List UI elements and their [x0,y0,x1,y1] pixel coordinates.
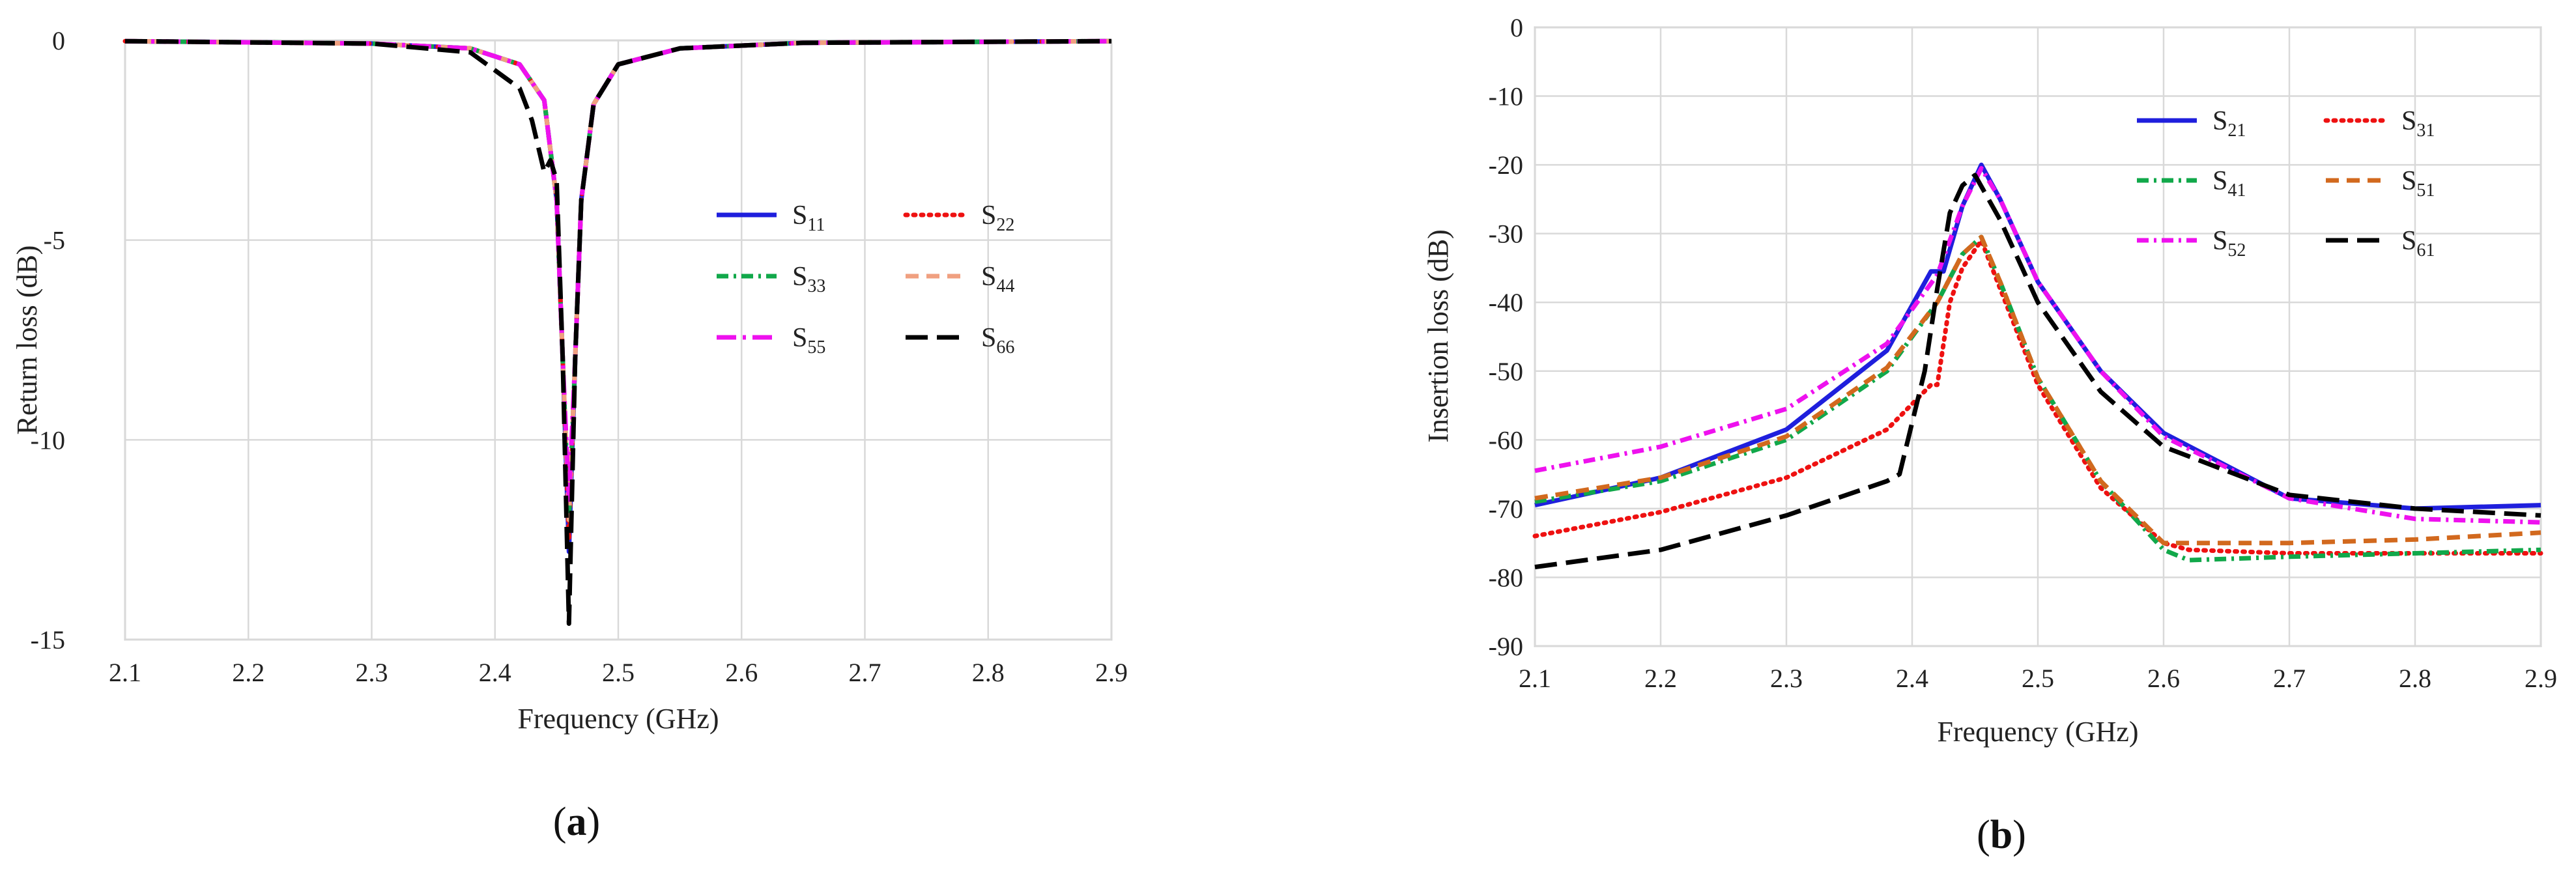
chart-a-ytick: -15 [31,625,65,655]
chart-b-legend-label: S61 [2401,226,2435,261]
chart-a-series-group [122,38,1114,626]
chart-b-ytick: -80 [1489,563,1523,592]
chart-b-xtick: 2.3 [1770,664,1803,693]
chart-b-ytick: 0 [1510,13,1523,42]
chart-b-legend-label: S31 [2401,106,2435,141]
chart-a-xtick: 2.9 [1095,658,1128,687]
chart-b: 0 -10 -20 -30 -40 -50 -60 -70 -80 -90 2.… [1420,0,2576,857]
chart-a-legend: S11 S22 S33 S44 S55 S66 [717,201,1014,358]
chart-a-ytick: -10 [31,425,65,455]
chart-a-series-line [124,38,1112,626]
chart-b-legend-item: S41 [2137,166,2246,201]
chart-a-xtick: 2.5 [602,658,635,687]
chart-a-legend-item: S11 [717,201,825,235]
chart-a-legend-label: S55 [792,323,825,358]
chart-b-xtick: 2.5 [2022,664,2054,693]
chart-a-xtick: 2.2 [232,658,265,687]
chart-b-xtick: 2.6 [2147,664,2180,693]
chart-a-xtick: 2.4 [479,658,511,687]
chart-b-ytick: -50 [1489,357,1523,386]
chart-b-ytick: -40 [1489,288,1523,317]
chart-b-x-axis-label: Frequency (GHz) [1937,716,2138,748]
chart-b-legend-label: S41 [2212,166,2246,201]
chart-a-legend-label: S44 [981,262,1014,296]
chart-a-x-ticks: 2.1 2.2 2.3 2.4 2.5 2.6 2.7 2.8 2.9 [109,658,1128,687]
chart-b-ytick: -20 [1489,150,1523,180]
chart-a-xtick: 2.8 [972,658,1005,687]
chart-b-xtick: 2.1 [1519,664,1551,693]
chart-b-ytick: -90 [1489,632,1523,661]
chart-a-y-ticks: 0 -5 -10 -15 [31,26,65,655]
chart-b-ytick: -30 [1489,219,1523,249]
chart-a: 0 -5 -10 -15 2.1 2.2 2.3 2.4 2.5 2.6 2.7… [0,0,1303,844]
chart-a-legend-label: S66 [981,323,1014,358]
chart-a-legend-label: S22 [981,201,1014,235]
chart-a-legend-item: S55 [717,323,825,358]
chart-b-ytick: -60 [1489,425,1523,455]
chart-b-legend: S21 S31 S41 S51 S52 S61 [2137,106,2435,261]
chart-b-y-ticks: 0 -10 -20 -30 -40 -50 -60 -70 -80 -90 [1489,13,1523,661]
chart-b-caption: (b) [1977,813,2026,857]
chart-b-legend-label: S52 [2212,226,2246,261]
chart-a-ytick: -5 [44,226,65,255]
chart-a-grid [124,39,1113,641]
chart-b-xtick: 2.8 [2399,664,2431,693]
chart-b-series-group [1532,162,2543,570]
chart-a-xtick: 2.3 [356,658,388,687]
chart-b-xtick: 2.7 [2273,664,2306,693]
chart-b-legend-item: S21 [2137,106,2246,141]
chart-a-ytick: 0 [52,26,65,55]
chart-b-series-line [1532,238,2543,556]
chart-b-ytick: -70 [1489,494,1523,524]
chart-b-series-line [1534,173,2541,570]
chart-a-xtick: 2.6 [725,658,758,687]
chart-a-xtick: 2.7 [849,658,881,687]
chart-b-legend-item: S61 [2326,226,2435,261]
chart-a-xtick: 2.1 [109,658,141,687]
chart-b-xtick: 2.9 [2525,664,2557,693]
chart-b-xtick: 2.2 [1644,664,1677,693]
chart-b-legend-item: S31 [2323,106,2435,141]
chart-a-y-axis-label: Return loss (dB) [11,246,43,435]
chart-b-ytick: -10 [1489,82,1523,111]
chart-b-x-ticks: 2.1 2.2 2.3 2.4 2.5 2.6 2.7 2.8 2.9 [1519,664,2557,693]
chart-b-xtick: 2.4 [1896,664,1928,693]
chart-b-legend-label: S21 [2212,106,2246,141]
chart-a-legend-item: S44 [906,262,1014,296]
chart-b-legend-label: S51 [2401,166,2435,201]
chart-a-legend-label: S33 [792,262,825,296]
chart-a-caption: (a) [553,800,600,844]
chart-a-legend-item: S66 [906,323,1014,358]
chart-b-series-line [1534,234,2541,546]
chart-a-legend-item: S33 [717,262,825,296]
chart-b-legend-item: S52 [2137,226,2246,261]
chart-b-y-axis-label: Insertion loss (dB) [1422,229,1454,443]
chart-a-legend-label: S11 [792,201,825,235]
chart-a-legend-item: S22 [903,201,1014,235]
chart-a-x-axis-label: Frequency (GHz) [517,703,719,735]
chart-b-legend-item: S51 [2326,166,2435,201]
